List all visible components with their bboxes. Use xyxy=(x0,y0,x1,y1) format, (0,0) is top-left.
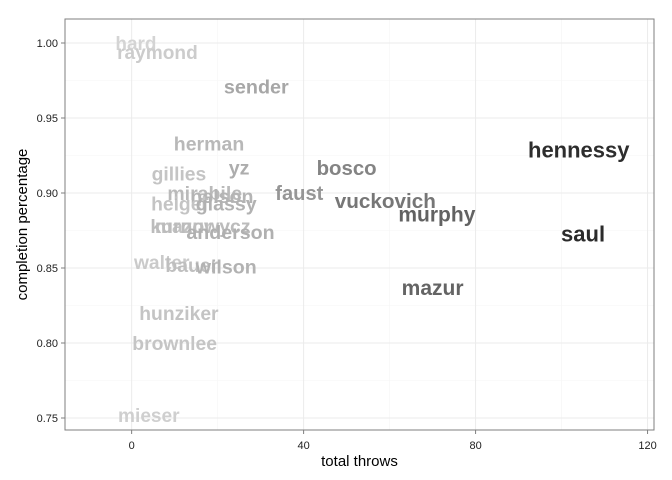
point-label: anderson xyxy=(186,222,274,244)
point-label: vuckovich xyxy=(335,190,436,213)
minor-gridlines xyxy=(65,19,654,430)
point-label: gillies xyxy=(152,164,207,185)
y-tick-label: 0.95 xyxy=(37,113,58,125)
point-label: wilson xyxy=(195,257,257,279)
point-label: kurnowycz xyxy=(150,216,250,238)
point-label: sender xyxy=(224,77,289,99)
point-label: mazur xyxy=(155,217,212,238)
point-label: bosco xyxy=(317,158,377,180)
point-label: nelson xyxy=(190,186,253,208)
x-tick-label: 0 xyxy=(129,440,135,452)
point-label: murphy xyxy=(398,204,475,227)
point-label: heigel xyxy=(151,194,207,215)
x-axis: 0 40 80 120 xyxy=(129,430,657,452)
major-gridlines xyxy=(65,19,654,430)
point-label: faust xyxy=(275,183,323,205)
plot-panel xyxy=(65,19,654,430)
point-label: walter xyxy=(133,253,190,274)
y-axis-title: completion percentage xyxy=(14,149,31,301)
point-label: mazur xyxy=(402,277,464,300)
x-tick-label: 40 xyxy=(297,440,309,452)
point-label: brownlee xyxy=(132,334,217,355)
y-tick-label: 0.85 xyxy=(37,263,58,275)
y-axis: 0.75 0.80 0.85 0.90 0.95 1.00 xyxy=(37,38,65,425)
point-label: herman xyxy=(174,134,244,156)
y-tick-label: 0.75 xyxy=(37,413,58,425)
y-tick-label: 1.00 xyxy=(37,38,58,50)
y-tick-label: 0.90 xyxy=(37,188,58,200)
y-tick-label: 0.80 xyxy=(37,338,58,350)
x-tick-label: 120 xyxy=(638,440,656,452)
point-label: hennessy xyxy=(528,137,630,162)
plot-border xyxy=(64,18,655,431)
point-label: hunziker xyxy=(139,304,219,325)
point-label: saul xyxy=(561,221,605,246)
point-label: mieser xyxy=(118,406,180,427)
x-axis-title: total throws xyxy=(321,453,398,470)
point-label: bauer xyxy=(165,255,218,277)
point-label: hard xyxy=(115,34,156,55)
point-label: glassy xyxy=(196,194,257,216)
point-label: raymond xyxy=(117,43,198,64)
point-label: yz xyxy=(229,158,250,180)
point-label: mirabile xyxy=(167,183,242,205)
x-tick-label: 80 xyxy=(469,440,481,452)
